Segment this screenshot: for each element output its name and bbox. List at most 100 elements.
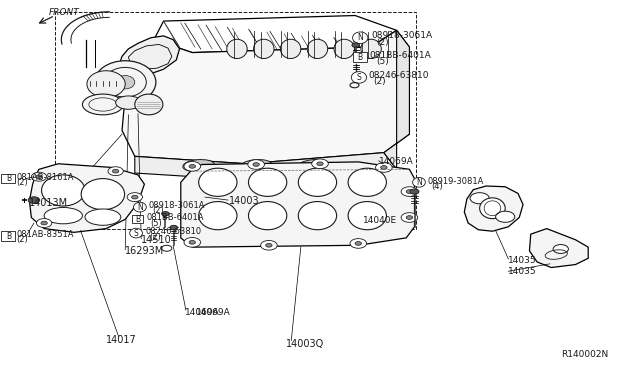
Ellipse shape xyxy=(348,168,387,196)
Bar xyxy=(1,174,15,183)
Ellipse shape xyxy=(312,159,328,169)
Text: B: B xyxy=(6,231,11,241)
Text: 08918-3061A: 08918-3061A xyxy=(149,201,205,210)
Text: 081AB-8161A: 081AB-8161A xyxy=(17,173,74,182)
Text: N: N xyxy=(357,33,363,42)
Text: S: S xyxy=(134,228,138,238)
Ellipse shape xyxy=(198,168,237,196)
Ellipse shape xyxy=(116,76,135,89)
Ellipse shape xyxy=(248,168,287,196)
Text: (2): (2) xyxy=(374,77,387,86)
Text: 08246-63810: 08246-63810 xyxy=(145,227,201,236)
Polygon shape xyxy=(384,31,410,169)
Bar xyxy=(132,215,143,223)
Ellipse shape xyxy=(184,237,200,247)
Bar xyxy=(353,52,367,62)
Ellipse shape xyxy=(162,212,170,216)
Ellipse shape xyxy=(31,172,47,181)
Ellipse shape xyxy=(248,160,264,169)
Ellipse shape xyxy=(28,197,40,203)
Ellipse shape xyxy=(87,71,125,97)
Text: N: N xyxy=(416,178,422,187)
Text: 08246-63810: 08246-63810 xyxy=(369,71,429,80)
Polygon shape xyxy=(29,164,145,232)
Polygon shape xyxy=(529,229,588,267)
Ellipse shape xyxy=(381,166,387,169)
Text: 14069A: 14069A xyxy=(195,308,230,317)
Ellipse shape xyxy=(189,240,195,244)
Ellipse shape xyxy=(298,160,330,171)
Ellipse shape xyxy=(406,190,413,193)
Polygon shape xyxy=(135,153,397,180)
Polygon shape xyxy=(122,31,410,164)
Ellipse shape xyxy=(113,169,119,173)
Text: R140002N: R140002N xyxy=(561,350,609,359)
Ellipse shape xyxy=(260,240,277,250)
Ellipse shape xyxy=(298,202,337,230)
Ellipse shape xyxy=(350,238,367,248)
Ellipse shape xyxy=(348,202,387,230)
Ellipse shape xyxy=(116,96,141,109)
Ellipse shape xyxy=(170,225,177,230)
Ellipse shape xyxy=(83,94,124,115)
Ellipse shape xyxy=(280,39,301,58)
Ellipse shape xyxy=(317,162,323,166)
Text: 14017: 14017 xyxy=(106,335,137,345)
Text: (5): (5) xyxy=(376,57,389,66)
Text: 14069A: 14069A xyxy=(184,308,220,317)
Ellipse shape xyxy=(132,195,138,199)
Ellipse shape xyxy=(334,39,355,58)
Ellipse shape xyxy=(200,174,236,187)
Ellipse shape xyxy=(298,168,337,196)
Text: 14035: 14035 xyxy=(508,256,537,264)
Ellipse shape xyxy=(353,32,368,44)
Ellipse shape xyxy=(479,198,505,219)
Ellipse shape xyxy=(254,174,290,187)
Ellipse shape xyxy=(134,202,147,212)
Text: (2): (2) xyxy=(149,232,161,242)
Ellipse shape xyxy=(307,39,328,58)
Ellipse shape xyxy=(130,228,143,238)
Text: S: S xyxy=(356,73,362,82)
Ellipse shape xyxy=(376,163,392,172)
Ellipse shape xyxy=(44,208,83,224)
Text: 14040E: 14040E xyxy=(363,216,397,225)
Text: 14003Q: 14003Q xyxy=(286,339,324,349)
Ellipse shape xyxy=(495,211,515,222)
Ellipse shape xyxy=(401,213,418,222)
Text: B: B xyxy=(6,174,11,183)
Ellipse shape xyxy=(81,179,125,210)
Ellipse shape xyxy=(406,216,413,219)
Ellipse shape xyxy=(401,187,418,196)
Ellipse shape xyxy=(410,189,419,194)
Text: (2): (2) xyxy=(153,206,164,215)
Text: 14510: 14510 xyxy=(141,235,172,245)
Text: (2): (2) xyxy=(17,235,28,244)
Text: (4): (4) xyxy=(431,182,443,191)
Ellipse shape xyxy=(183,160,214,171)
Ellipse shape xyxy=(553,244,568,253)
Ellipse shape xyxy=(198,202,237,230)
Ellipse shape xyxy=(253,163,259,166)
Ellipse shape xyxy=(127,193,143,202)
Ellipse shape xyxy=(95,61,156,104)
Ellipse shape xyxy=(253,39,274,58)
Text: 081BB-6401A: 081BB-6401A xyxy=(147,214,204,222)
Text: 16293M: 16293M xyxy=(125,246,164,256)
Polygon shape xyxy=(119,36,179,75)
Text: (2): (2) xyxy=(376,38,389,47)
Ellipse shape xyxy=(266,243,272,247)
Text: 14003: 14003 xyxy=(229,196,260,206)
Ellipse shape xyxy=(308,174,344,187)
Text: B: B xyxy=(357,52,362,61)
Text: 08918-3061A: 08918-3061A xyxy=(371,31,432,41)
Text: 081AB-8351A: 081AB-8351A xyxy=(17,230,74,239)
Ellipse shape xyxy=(36,175,42,179)
Text: N: N xyxy=(137,203,143,212)
Ellipse shape xyxy=(41,221,47,225)
Ellipse shape xyxy=(240,160,272,171)
Ellipse shape xyxy=(135,94,163,115)
Ellipse shape xyxy=(85,209,121,225)
Ellipse shape xyxy=(355,241,362,245)
Text: (2): (2) xyxy=(17,178,28,187)
